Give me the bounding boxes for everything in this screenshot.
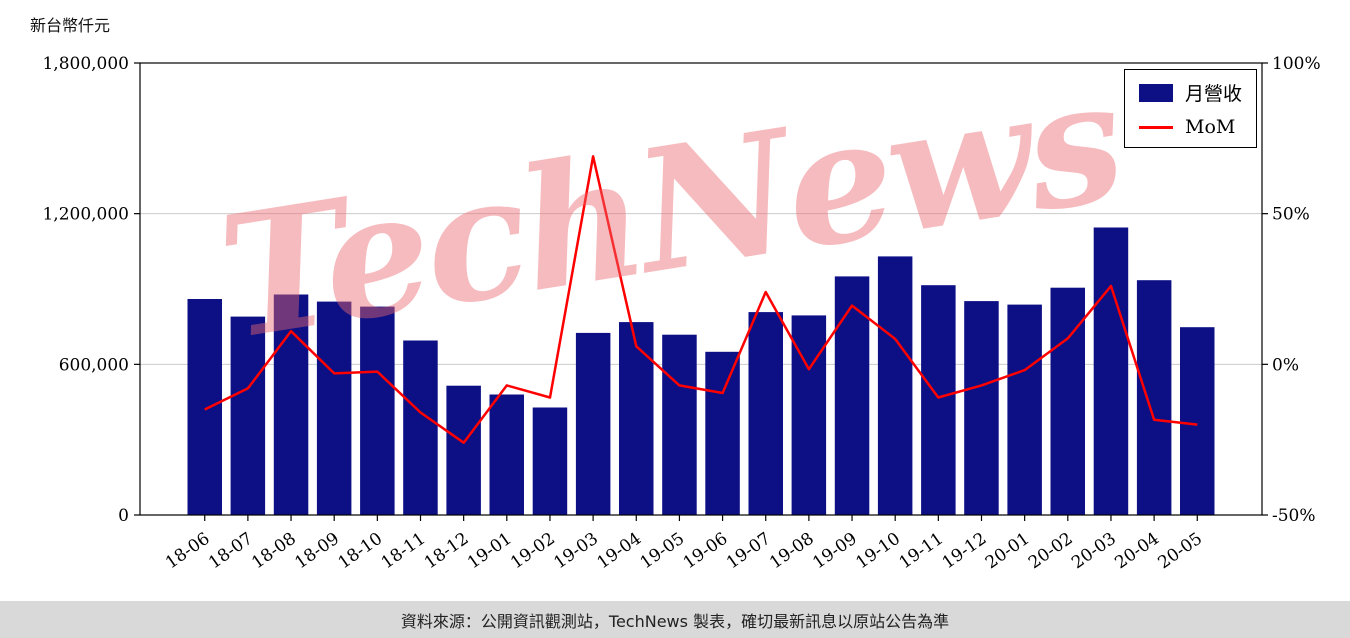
revenue-bar — [273, 294, 309, 515]
revenue-bar — [1007, 304, 1042, 515]
x-tick-label: 18-10 — [335, 529, 387, 573]
y-left-tick-label: 1,800,000 — [42, 54, 129, 74]
x-tick-label: 19-05 — [637, 529, 689, 573]
x-tick-label: 19-03 — [550, 529, 602, 573]
x-tick-label: 18-09 — [291, 529, 343, 573]
revenue-bar — [748, 312, 783, 515]
revenue-bar — [403, 340, 438, 515]
x-tick-label: 20-05 — [1155, 529, 1207, 573]
source-caption-text: 資料來源：公開資訊觀測站，TechNews 製表，確切最新訊息以原站公告為準 — [400, 611, 950, 631]
x-tick-label: 18-12 — [421, 529, 473, 573]
mom-line — [204, 155, 1198, 444]
y-right-tick-label: 50% — [1272, 205, 1310, 225]
plot-border — [139, 62, 1263, 516]
revenue-bar — [921, 285, 956, 515]
y-left-tick-label: 1,200,000 — [42, 205, 129, 225]
revenue-bar — [575, 332, 611, 515]
revenue-bar — [1093, 227, 1129, 515]
revenue-bar — [964, 301, 999, 515]
x-tick-label: 20-03 — [1068, 529, 1120, 573]
y-axis-unit-label: 新台幣仟元 — [30, 16, 111, 35]
revenue-bar-swatch-icon — [1138, 83, 1173, 102]
x-tick-label: 19-01 — [464, 529, 516, 573]
revenue-bar — [834, 276, 870, 515]
y-right-tick-label: -50% — [1272, 506, 1316, 526]
x-tick-label: 18-08 — [248, 529, 300, 573]
x-tick-label: 18-11 — [378, 529, 430, 573]
revenue-bar — [1136, 280, 1172, 515]
revenue-bar — [230, 316, 266, 515]
x-tick-label: 19-11 — [896, 529, 948, 573]
revenue-bar — [489, 394, 524, 515]
revenue-bar — [705, 351, 740, 515]
y-left-tick-label: 0 — [118, 506, 129, 526]
revenue-bar — [1180, 327, 1215, 515]
revenue-bar — [532, 407, 568, 515]
x-tick-label: 19-09 — [809, 529, 861, 573]
x-tick-label: 19-06 — [680, 529, 732, 573]
x-tick-label: 18-06 — [162, 529, 214, 573]
x-tick-label: 20-04 — [1111, 529, 1163, 573]
x-tick-label: 18-07 — [205, 529, 257, 573]
revenue-bar — [187, 299, 222, 515]
mom-line-swatch-icon — [1138, 125, 1173, 129]
x-tick-label: 20-01 — [982, 529, 1034, 573]
y-left-tick-label: 600,000 — [59, 355, 129, 375]
revenue-bar — [1050, 287, 1085, 515]
x-tick-label: 20-02 — [1025, 529, 1077, 573]
x-tick-label: 19-10 — [852, 529, 904, 573]
revenue-bar — [877, 256, 913, 515]
revenue-bar — [662, 334, 697, 515]
revenue-mom-chart: 0 600,000 1,200,000 1,800,000 -50% 0% 50% 100% 1… — [42, 54, 1321, 573]
revenue-bar — [446, 385, 481, 515]
source-caption-bar: 資料來源：公開資訊觀測站，TechNews 製表，確切最新訊息以原站公告為準 — [0, 601, 1350, 638]
legend-item-revenue: 月營收 — [1138, 79, 1242, 106]
revenue-bar — [360, 306, 395, 515]
revenue-bar — [619, 322, 654, 515]
x-tick-label: 19-08 — [766, 529, 818, 573]
legend-mom-label: MoM — [1184, 116, 1236, 138]
legend-item-mom: MoM — [1138, 116, 1242, 138]
chart-legend: 月營收 MoM — [1123, 69, 1257, 148]
x-tick-label: 19-04 — [594, 529, 646, 573]
x-tick-label: 19-02 — [507, 529, 559, 573]
y-right-tick-label: 0% — [1272, 355, 1299, 375]
legend-revenue-label: 月營收 — [1184, 83, 1242, 105]
x-tick-label: 19-07 — [723, 529, 775, 573]
revenue-bar — [316, 301, 352, 515]
x-tick-label: 19-12 — [939, 529, 991, 573]
y-right-tick-label: 100% — [1272, 54, 1321, 74]
